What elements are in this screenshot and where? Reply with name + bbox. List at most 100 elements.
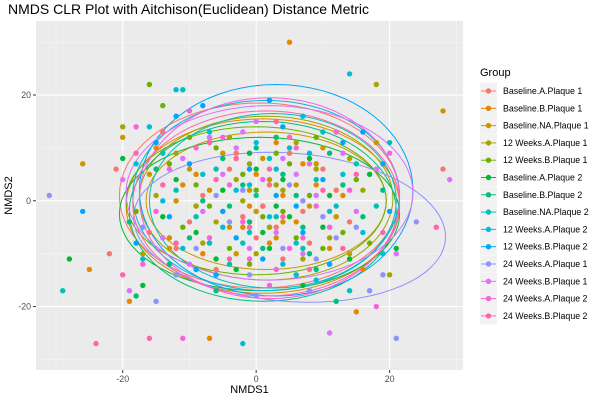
- legend-key-point: [485, 192, 492, 198]
- data-point: [206, 335, 213, 341]
- legend-key-point: [485, 295, 492, 302]
- data-point: [193, 203, 199, 209]
- data-point: [240, 182, 246, 188]
- data-point: [280, 155, 286, 162]
- data-point: [226, 203, 233, 209]
- data-point: [173, 150, 179, 156]
- data-point: [160, 235, 166, 241]
- data-point: [286, 150, 293, 156]
- data-point: [260, 229, 266, 236]
- data-point: [320, 245, 326, 252]
- data-point: [293, 192, 299, 199]
- data-point: [326, 150, 333, 156]
- data-point: [440, 166, 446, 172]
- data-point: [180, 245, 186, 252]
- group-ellipse: [118, 136, 401, 292]
- data-point: [153, 192, 159, 199]
- data-point: [306, 192, 313, 199]
- data-point: [226, 256, 233, 262]
- x-axis-label: NMDS1: [230, 384, 269, 396]
- legend-label: Baseline.A.Plaque 1: [503, 86, 582, 96]
- data-point: [260, 203, 266, 209]
- data-point: [166, 214, 173, 220]
- data-point: [226, 261, 233, 267]
- data-point: [246, 261, 253, 267]
- data-point: [300, 245, 306, 252]
- data-point: [380, 272, 386, 278]
- data-point: [353, 171, 359, 177]
- y-tick-label: 0: [26, 196, 31, 206]
- legend-label: 12 Weeks.A.Plaque 1: [503, 138, 588, 148]
- data-point: [326, 192, 333, 199]
- data-point: [286, 39, 293, 45]
- data-point: [133, 240, 139, 246]
- data-point: [273, 266, 279, 273]
- data-point: [380, 187, 386, 193]
- data-point: [240, 129, 246, 135]
- legend-title: Group: [480, 67, 511, 79]
- data-point: [246, 166, 253, 172]
- data-point: [360, 266, 366, 273]
- data-point: [273, 182, 279, 188]
- group-ellipse: [145, 131, 387, 271]
- legend-key-point: [485, 261, 492, 267]
- legend-label: 24 Weeks.B.Plaque 2: [503, 311, 588, 321]
- data-point: [266, 166, 273, 172]
- y-axis-ticks: -20 0 20: [18, 90, 36, 312]
- data-point: [253, 187, 259, 193]
- data-point: [146, 124, 153, 130]
- data-point: [273, 224, 279, 230]
- data-point: [280, 256, 286, 262]
- data-point: [226, 224, 233, 230]
- data-point: [386, 139, 393, 146]
- data-point: [346, 251, 353, 257]
- data-point: [280, 219, 286, 225]
- data-point: [260, 256, 266, 262]
- data-point: [313, 161, 319, 167]
- legend-label: 12 Weeks.A.Plaque 2: [503, 224, 588, 234]
- data-point: [293, 219, 299, 225]
- legend-label: 12 Weeks.B.Plaque 1: [503, 155, 588, 165]
- y-axis-label: NMDS2: [3, 176, 15, 215]
- data-point: [193, 266, 199, 273]
- data-point: [226, 134, 233, 140]
- data-point: [353, 208, 359, 215]
- legend-key-point: [485, 244, 492, 250]
- data-point: [246, 224, 253, 230]
- x-tick-label: -20: [116, 374, 129, 384]
- data-point: [246, 150, 253, 156]
- data-point: [246, 161, 253, 167]
- data-point: [206, 139, 213, 146]
- data-point: [200, 208, 206, 215]
- data-point: [240, 219, 246, 225]
- group-ellipse: [125, 105, 414, 281]
- data-point: [213, 288, 219, 294]
- data-point: [253, 145, 259, 151]
- data-point: [293, 235, 299, 241]
- data-point: [226, 166, 233, 172]
- data-point: [200, 198, 206, 204]
- data-point: [93, 340, 99, 347]
- data-point: [340, 182, 346, 188]
- data-point: [246, 256, 253, 262]
- data-point: [166, 261, 173, 267]
- data-point: [146, 81, 153, 88]
- data-point: [186, 108, 193, 114]
- legend-key-point: [485, 226, 492, 233]
- data-point: [413, 219, 419, 225]
- data-point: [393, 251, 399, 257]
- data-point: [160, 150, 166, 156]
- data-point: [306, 251, 313, 257]
- data-point: [233, 145, 239, 151]
- data-point: [366, 288, 373, 294]
- data-point: [206, 235, 213, 241]
- data-point: [120, 272, 126, 278]
- data-point: [253, 139, 259, 146]
- data-point: [393, 245, 399, 252]
- data-point: [306, 203, 313, 209]
- data-point: [193, 214, 199, 220]
- data-point: [293, 139, 299, 146]
- data-point: [353, 161, 359, 167]
- data-point: [320, 176, 326, 183]
- data-point: [220, 208, 226, 215]
